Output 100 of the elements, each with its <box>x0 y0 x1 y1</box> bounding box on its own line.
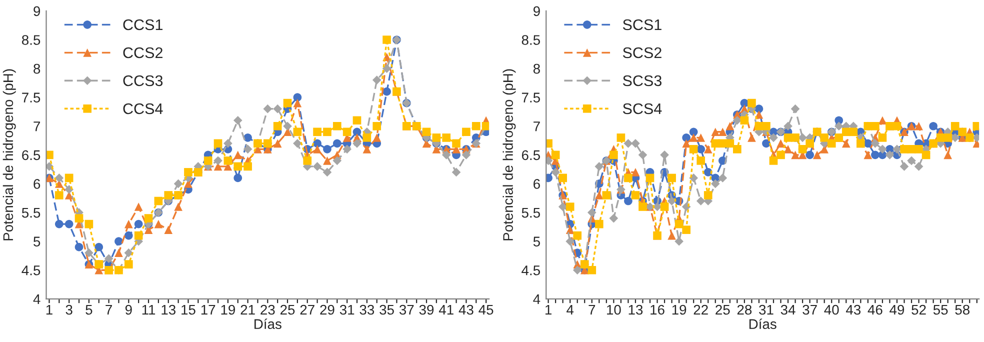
point <box>878 133 887 142</box>
x-tick-label: 34 <box>780 304 796 315</box>
point <box>243 144 252 154</box>
x-tick-label: 28 <box>737 304 752 315</box>
x-tick-label: 55 <box>933 304 948 315</box>
point <box>382 64 392 73</box>
point <box>273 122 282 130</box>
point <box>624 196 632 206</box>
point <box>892 144 902 154</box>
y-tick-label: 7 <box>534 122 540 132</box>
point <box>784 145 792 154</box>
point <box>174 202 182 211</box>
y-tick-label: 5 <box>533 236 540 246</box>
point <box>726 122 734 130</box>
x-axis-title: Días <box>254 318 282 329</box>
legend-label: SCS2 <box>622 47 662 58</box>
point <box>352 116 362 125</box>
point <box>452 139 460 148</box>
point <box>594 162 604 171</box>
point <box>472 122 480 130</box>
point <box>696 196 706 206</box>
x-axis-title: Días <box>749 318 776 329</box>
point <box>432 133 441 142</box>
point <box>594 220 604 228</box>
y-tick-label: 6.5 <box>522 150 540 160</box>
point <box>624 174 632 182</box>
y-tick-label: 6.5 <box>22 150 40 160</box>
point <box>762 139 770 148</box>
legend-label: CCS2 <box>123 47 162 58</box>
point <box>234 162 242 171</box>
point <box>733 145 742 154</box>
point <box>114 237 123 246</box>
point <box>944 150 952 160</box>
point <box>791 150 800 160</box>
point <box>696 133 706 142</box>
legend-label: CCS3 <box>123 75 163 86</box>
point <box>154 196 163 206</box>
x-tick-label: 22 <box>694 304 708 315</box>
point <box>84 248 94 258</box>
legend-label: SCS4 <box>622 103 662 114</box>
point <box>134 202 143 211</box>
y-tick-label: 9 <box>533 6 540 16</box>
point <box>154 220 163 228</box>
point <box>610 150 618 160</box>
point <box>842 139 850 148</box>
y-tick-label: 7 <box>34 122 40 132</box>
point <box>631 191 640 200</box>
x-tick-label: 27 <box>300 304 314 315</box>
point <box>184 168 192 176</box>
point <box>332 156 342 166</box>
point <box>372 122 382 130</box>
y-tick-label: 5 <box>34 236 40 246</box>
point <box>748 133 756 142</box>
legend-label: SCS1 <box>622 19 662 30</box>
point <box>342 144 352 154</box>
x-tick-label: 4 <box>566 304 574 315</box>
x-tick-label: 10 <box>607 304 621 315</box>
x-tick-label: 25 <box>716 304 730 315</box>
point <box>689 133 698 142</box>
point <box>900 162 909 171</box>
point <box>689 145 698 154</box>
point <box>214 156 222 166</box>
point <box>551 150 560 160</box>
point <box>64 220 74 228</box>
point <box>588 266 596 274</box>
point <box>784 122 792 131</box>
y-tick-label: 6 <box>34 179 40 189</box>
point <box>892 122 902 130</box>
point <box>864 150 872 160</box>
point <box>944 133 952 142</box>
point <box>594 191 604 200</box>
point <box>54 174 64 182</box>
point <box>332 122 342 130</box>
point <box>631 138 640 148</box>
point <box>372 133 382 142</box>
y-tick-label: 8.5 <box>522 35 540 45</box>
point <box>566 202 574 211</box>
point <box>74 214 84 222</box>
point <box>144 214 153 222</box>
point <box>244 133 252 142</box>
x-tick-label: 43 <box>846 304 861 315</box>
point <box>573 231 582 240</box>
point <box>323 156 332 165</box>
point <box>293 93 302 102</box>
point <box>362 133 372 142</box>
point <box>776 150 785 160</box>
x-tick-label: 40 <box>824 304 839 315</box>
point <box>452 168 461 177</box>
x-tick-label: 23 <box>260 304 275 315</box>
x-tick-label: 19 <box>221 304 235 315</box>
point <box>696 156 706 165</box>
point <box>660 150 669 160</box>
point <box>776 139 785 148</box>
y-tick-label: 8 <box>533 64 540 74</box>
point <box>798 133 807 142</box>
point <box>293 98 302 108</box>
x-tick-label: 35 <box>380 304 394 315</box>
point <box>134 231 143 240</box>
point <box>710 179 720 188</box>
point <box>907 156 916 166</box>
